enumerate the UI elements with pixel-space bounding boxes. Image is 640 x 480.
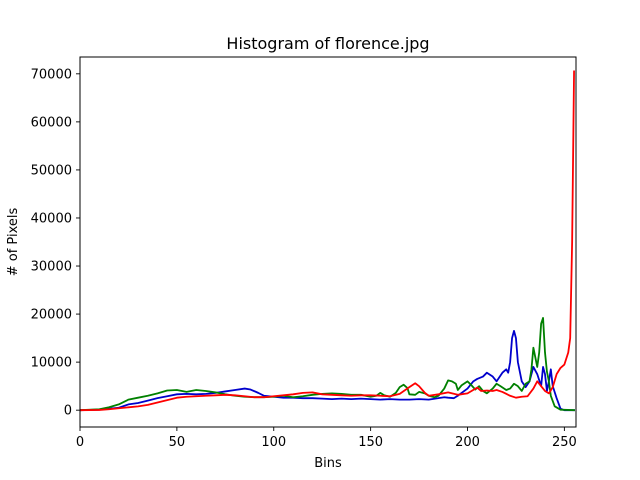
chart-title: Histogram of florence.jpg [226, 34, 429, 53]
plot-area [80, 70, 575, 412]
y-tick-label: 50000 [31, 163, 72, 178]
x-tick-label: 200 [455, 435, 480, 450]
y-tick-label: 10000 [31, 356, 72, 371]
x-axis-label: Bins [314, 456, 342, 471]
y-tick-label: 60000 [31, 115, 72, 130]
y-axis-label: # of Pixels [6, 208, 21, 277]
x-tick-label: 50 [169, 435, 186, 450]
series-line-1 [80, 317, 575, 412]
x-tick-label: 250 [552, 435, 577, 450]
x-tick-label: 0 [76, 435, 84, 450]
y-tick-label: 20000 [31, 308, 72, 323]
y-axis-ticks: 0 10000 20000 30000 40000 50000 60000 70000 [31, 67, 80, 419]
y-tick-label: 30000 [31, 260, 72, 275]
series-layer [80, 70, 575, 412]
y-tick-label: 70000 [31, 67, 72, 82]
plot-frame [79, 56, 577, 428]
x-axis-ticks: 0 50 100 150 200 250 [76, 427, 577, 450]
x-tick-label: 150 [358, 435, 383, 450]
series-line-2 [80, 70, 575, 412]
y-tick-label: 40000 [31, 211, 72, 226]
x-tick-label: 100 [261, 435, 286, 450]
y-tick-label: 0 [64, 404, 72, 419]
